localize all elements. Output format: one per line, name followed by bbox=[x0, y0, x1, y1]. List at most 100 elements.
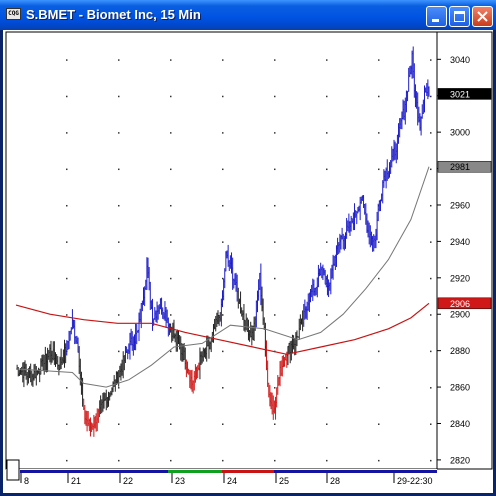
close-button[interactable] bbox=[472, 6, 493, 27]
grid-dot bbox=[66, 423, 68, 425]
price-chart[interactable]: 3040302030002980296029402920290028802860… bbox=[3, 30, 493, 493]
grid-dot bbox=[430, 168, 432, 171]
grid-dot bbox=[66, 59, 68, 61]
session-bar bbox=[222, 470, 274, 473]
grid-dot bbox=[326, 204, 328, 207]
grid-dot bbox=[378, 459, 380, 462]
grid-dot bbox=[66, 95, 68, 98]
grid-dot bbox=[118, 241, 120, 243]
grid-dot bbox=[430, 95, 432, 98]
grid-dot bbox=[66, 314, 68, 316]
grid-dot bbox=[326, 59, 328, 61]
title-bar[interactable]: CQG S.BMET - Biomet Inc, 15 Min bbox=[0, 0, 496, 30]
y-tick-label: 2860 bbox=[450, 383, 470, 393]
grid-dot bbox=[66, 168, 68, 171]
grid-dot bbox=[66, 387, 68, 389]
grid-dot bbox=[222, 204, 224, 207]
grid-dot bbox=[66, 241, 68, 243]
grid-dot bbox=[430, 277, 432, 280]
grid-dot bbox=[118, 314, 120, 316]
grid-dot bbox=[326, 241, 328, 243]
x-tick-label: 8 bbox=[24, 476, 29, 486]
grid-dot bbox=[430, 423, 432, 425]
grid-dot bbox=[274, 277, 276, 280]
grid-dot bbox=[118, 277, 120, 280]
grid-dot bbox=[430, 314, 432, 316]
grid-dot bbox=[170, 459, 172, 462]
grid-dot bbox=[378, 204, 380, 207]
grid-dot bbox=[430, 387, 432, 389]
x-tick-label: 29-22:30 bbox=[397, 476, 433, 486]
grid-dot bbox=[170, 204, 172, 207]
minimize-icon bbox=[432, 19, 439, 22]
grid-dot bbox=[326, 132, 328, 134]
grid-dot bbox=[326, 350, 328, 353]
y-tick-label: 2920 bbox=[450, 273, 470, 283]
grid-dot bbox=[274, 132, 276, 134]
grid-dot bbox=[170, 168, 172, 171]
chart-window-icon[interactable]: CQG bbox=[6, 8, 21, 20]
grid-dot bbox=[118, 132, 120, 134]
grid-dot bbox=[118, 95, 120, 98]
scroll-handle[interactable] bbox=[6, 459, 20, 481]
grid-dot bbox=[66, 132, 68, 134]
plot-frame bbox=[5, 31, 438, 470]
grid-dot bbox=[274, 204, 276, 207]
grid-dot bbox=[222, 168, 224, 171]
grid-dot bbox=[170, 423, 172, 425]
x-tick-label: 21 bbox=[71, 476, 81, 486]
grid-dot bbox=[326, 95, 328, 98]
x-tick-label: 24 bbox=[227, 476, 237, 486]
grid-dot bbox=[222, 423, 224, 425]
grid-dot bbox=[274, 168, 276, 171]
grid-dot bbox=[118, 350, 120, 353]
grid-dot bbox=[170, 241, 172, 243]
grid-dot bbox=[274, 459, 276, 462]
grid-dot bbox=[222, 59, 224, 61]
grid-dot bbox=[378, 314, 380, 316]
grid-dot bbox=[274, 314, 276, 316]
grid-dot bbox=[118, 204, 120, 207]
grid-dot bbox=[118, 423, 120, 425]
long-ma-value-label: 2906 bbox=[450, 299, 470, 309]
grid-dot bbox=[430, 241, 432, 243]
grid-dot bbox=[378, 59, 380, 61]
grid-dot bbox=[222, 387, 224, 389]
chart-area[interactable]: 3040302030002980296029402920290028802860… bbox=[3, 30, 493, 493]
grid-dot bbox=[326, 387, 328, 389]
grid-dot bbox=[170, 132, 172, 134]
grid-dot bbox=[222, 241, 224, 243]
grid-dot bbox=[222, 132, 224, 134]
grid-dot bbox=[118, 387, 120, 389]
y-tick-label: 2900 bbox=[450, 310, 470, 320]
x-tick-label: 23 bbox=[175, 476, 185, 486]
grid-dot bbox=[274, 423, 276, 425]
grid-dot bbox=[430, 459, 432, 462]
grid-dot bbox=[378, 132, 380, 134]
grid-dot bbox=[66, 459, 68, 462]
maximize-icon bbox=[454, 11, 465, 22]
y-tick-label: 3040 bbox=[450, 55, 470, 65]
maximize-button[interactable] bbox=[449, 6, 470, 27]
grid-dot bbox=[274, 95, 276, 98]
grid-dot bbox=[326, 423, 328, 425]
x-tick-label: 28 bbox=[330, 476, 340, 486]
session-bar bbox=[20, 470, 168, 473]
short-moving-average-line bbox=[15, 166, 430, 388]
grid-dot bbox=[170, 387, 172, 389]
grid-dot bbox=[378, 387, 380, 389]
x-tick-label: 22 bbox=[123, 476, 133, 486]
grid-dot bbox=[378, 423, 380, 425]
y-tick-label: 2820 bbox=[450, 455, 470, 465]
y-tick-label: 2940 bbox=[450, 237, 470, 247]
minimize-button[interactable] bbox=[426, 6, 447, 27]
grid-dot bbox=[430, 132, 432, 134]
grid-dot bbox=[378, 241, 380, 243]
grid-dot bbox=[170, 59, 172, 61]
grid-dot bbox=[66, 204, 68, 207]
grid-dot bbox=[118, 168, 120, 171]
time-axis bbox=[6, 469, 437, 491]
grid-dot bbox=[222, 350, 224, 353]
grid-dot bbox=[430, 204, 432, 207]
